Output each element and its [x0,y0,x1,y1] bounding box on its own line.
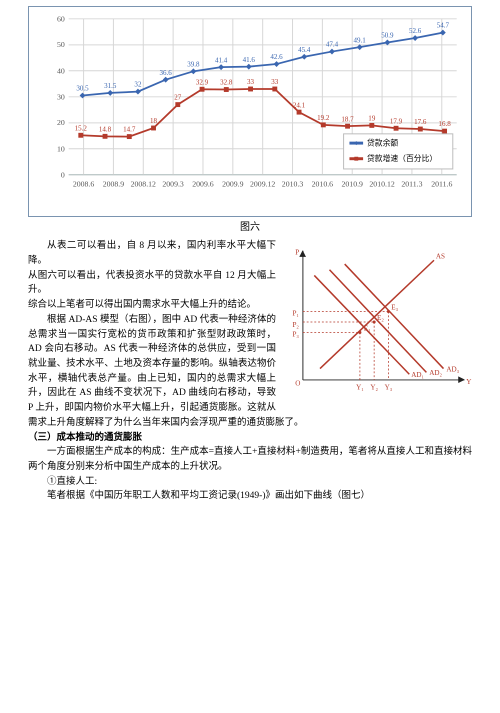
figure6-chart: 0 10 20 30 40 50 60 30.5 31.5 32 36.6 39.8 41.4 4… [28,6,472,217]
svg-text:50.9: 50.9 [381,32,394,40]
svg-text:2009.3: 2009.3 [162,179,184,188]
svg-text:AD₃: AD₃ [446,366,459,374]
svg-text:15.2: 15.2 [75,124,88,132]
svg-text:39.8: 39.8 [187,60,200,68]
svg-text:P₂: P₂ [292,321,299,329]
svg-text:Y₁: Y₁ [356,384,364,392]
figure6-svg: 0 10 20 30 40 50 60 30.5 31.5 32 36.6 39.8 41.4 4… [33,11,467,206]
svg-text:0: 0 [61,171,65,180]
svg-text:2010.12: 2010.12 [369,179,394,188]
p7: 笔者根据《中国历年职工人数和平均工资记录(1949-)》画出如下曲线（图七） [28,489,472,504]
svg-text:27: 27 [174,94,182,102]
svg-text:AD₂: AD₂ [429,369,442,377]
svg-text:50: 50 [57,40,65,49]
svg-text:19: 19 [368,115,376,123]
svg-text:14.7: 14.7 [123,126,136,134]
svg-text:P₁: P₁ [292,310,298,318]
svg-text:32.9: 32.9 [196,78,209,86]
svg-text:2008.12: 2008.12 [131,179,156,188]
svg-text:33: 33 [247,78,255,86]
svg-text:45.4: 45.4 [298,46,311,54]
svg-text:36.6: 36.6 [160,69,173,77]
svg-text:2011.3: 2011.3 [401,179,422,188]
svg-text:60: 60 [57,15,65,24]
svg-text:2010.6: 2010.6 [312,179,334,188]
svg-text:40: 40 [57,66,65,75]
svg-text:10: 10 [57,144,65,153]
svg-text:18: 18 [150,117,158,125]
svg-text:49.1: 49.1 [354,36,367,44]
legend-blue: 贷款余额 [367,138,398,148]
svg-text:2009.9: 2009.9 [222,179,244,188]
svg-text:AS: AS [436,253,445,261]
svg-text:2010.9: 2010.9 [341,179,363,188]
svg-text:Y₂: Y₂ [370,384,378,392]
svg-text:33: 33 [271,78,279,86]
figure6-caption: 图六 [0,220,500,236]
svg-text:41.4: 41.4 [215,56,228,64]
svg-text:47.4: 47.4 [326,41,339,49]
svg-text:31.5: 31.5 [104,82,117,90]
svg-text:42.6: 42.6 [270,53,283,61]
svg-text:17.9: 17.9 [390,117,403,125]
svg-text:32: 32 [134,81,142,89]
svg-text:2009.6: 2009.6 [192,179,214,188]
svg-text:2008.9: 2008.9 [103,179,125,188]
p5: 一方面根据生产成本的构成：生产成本=直接人工+直接材料+制造费用，笔者将从直接人… [28,445,472,474]
svg-text:30: 30 [57,93,65,102]
svg-text:41.6: 41.6 [243,56,256,64]
svg-text:O: O [295,380,300,388]
h1: （三）成本推动的通货膨胀 [28,431,472,446]
svg-text:2008.6: 2008.6 [73,179,95,188]
p6: ①直接人工: [28,475,472,490]
svg-text:2009.12: 2009.12 [250,179,275,188]
svg-text:17.6: 17.6 [414,118,427,126]
legend-red: 贷款增速（百分比） [367,153,437,163]
svg-text:19.2: 19.2 [317,114,330,122]
svg-text:54.7: 54.7 [437,22,450,30]
svg-text:Y: Y [466,378,471,386]
svg-text:Y₃: Y₃ [385,384,393,392]
svg-text:E₂: E₂ [377,314,384,322]
svg-text:14.8: 14.8 [99,125,112,133]
svg-text:E₃: E₃ [391,304,398,312]
svg-text:16.8: 16.8 [438,120,451,128]
adas-diagram: AS AD₁ AD₂ AD₃ P₁ P₂ P₃ E₁ E₂ E₃ Y₁ Y₂ Y… [282,241,472,409]
svg-text:P₃: P₃ [292,330,299,338]
svg-text:32.8: 32.8 [220,79,233,87]
svg-text:18.7: 18.7 [341,115,354,123]
svg-text:2010.3: 2010.3 [282,179,304,188]
svg-text:P: P [295,249,299,257]
svg-text:2011.6: 2011.6 [431,179,452,188]
svg-text:20: 20 [57,118,65,127]
svg-text:24.1: 24.1 [293,101,306,109]
svg-text:E₁: E₁ [364,325,371,333]
svg-text:52.6: 52.6 [409,27,422,35]
svg-text:30.5: 30.5 [76,85,89,93]
svg-text:AD₁: AD₁ [411,371,424,379]
